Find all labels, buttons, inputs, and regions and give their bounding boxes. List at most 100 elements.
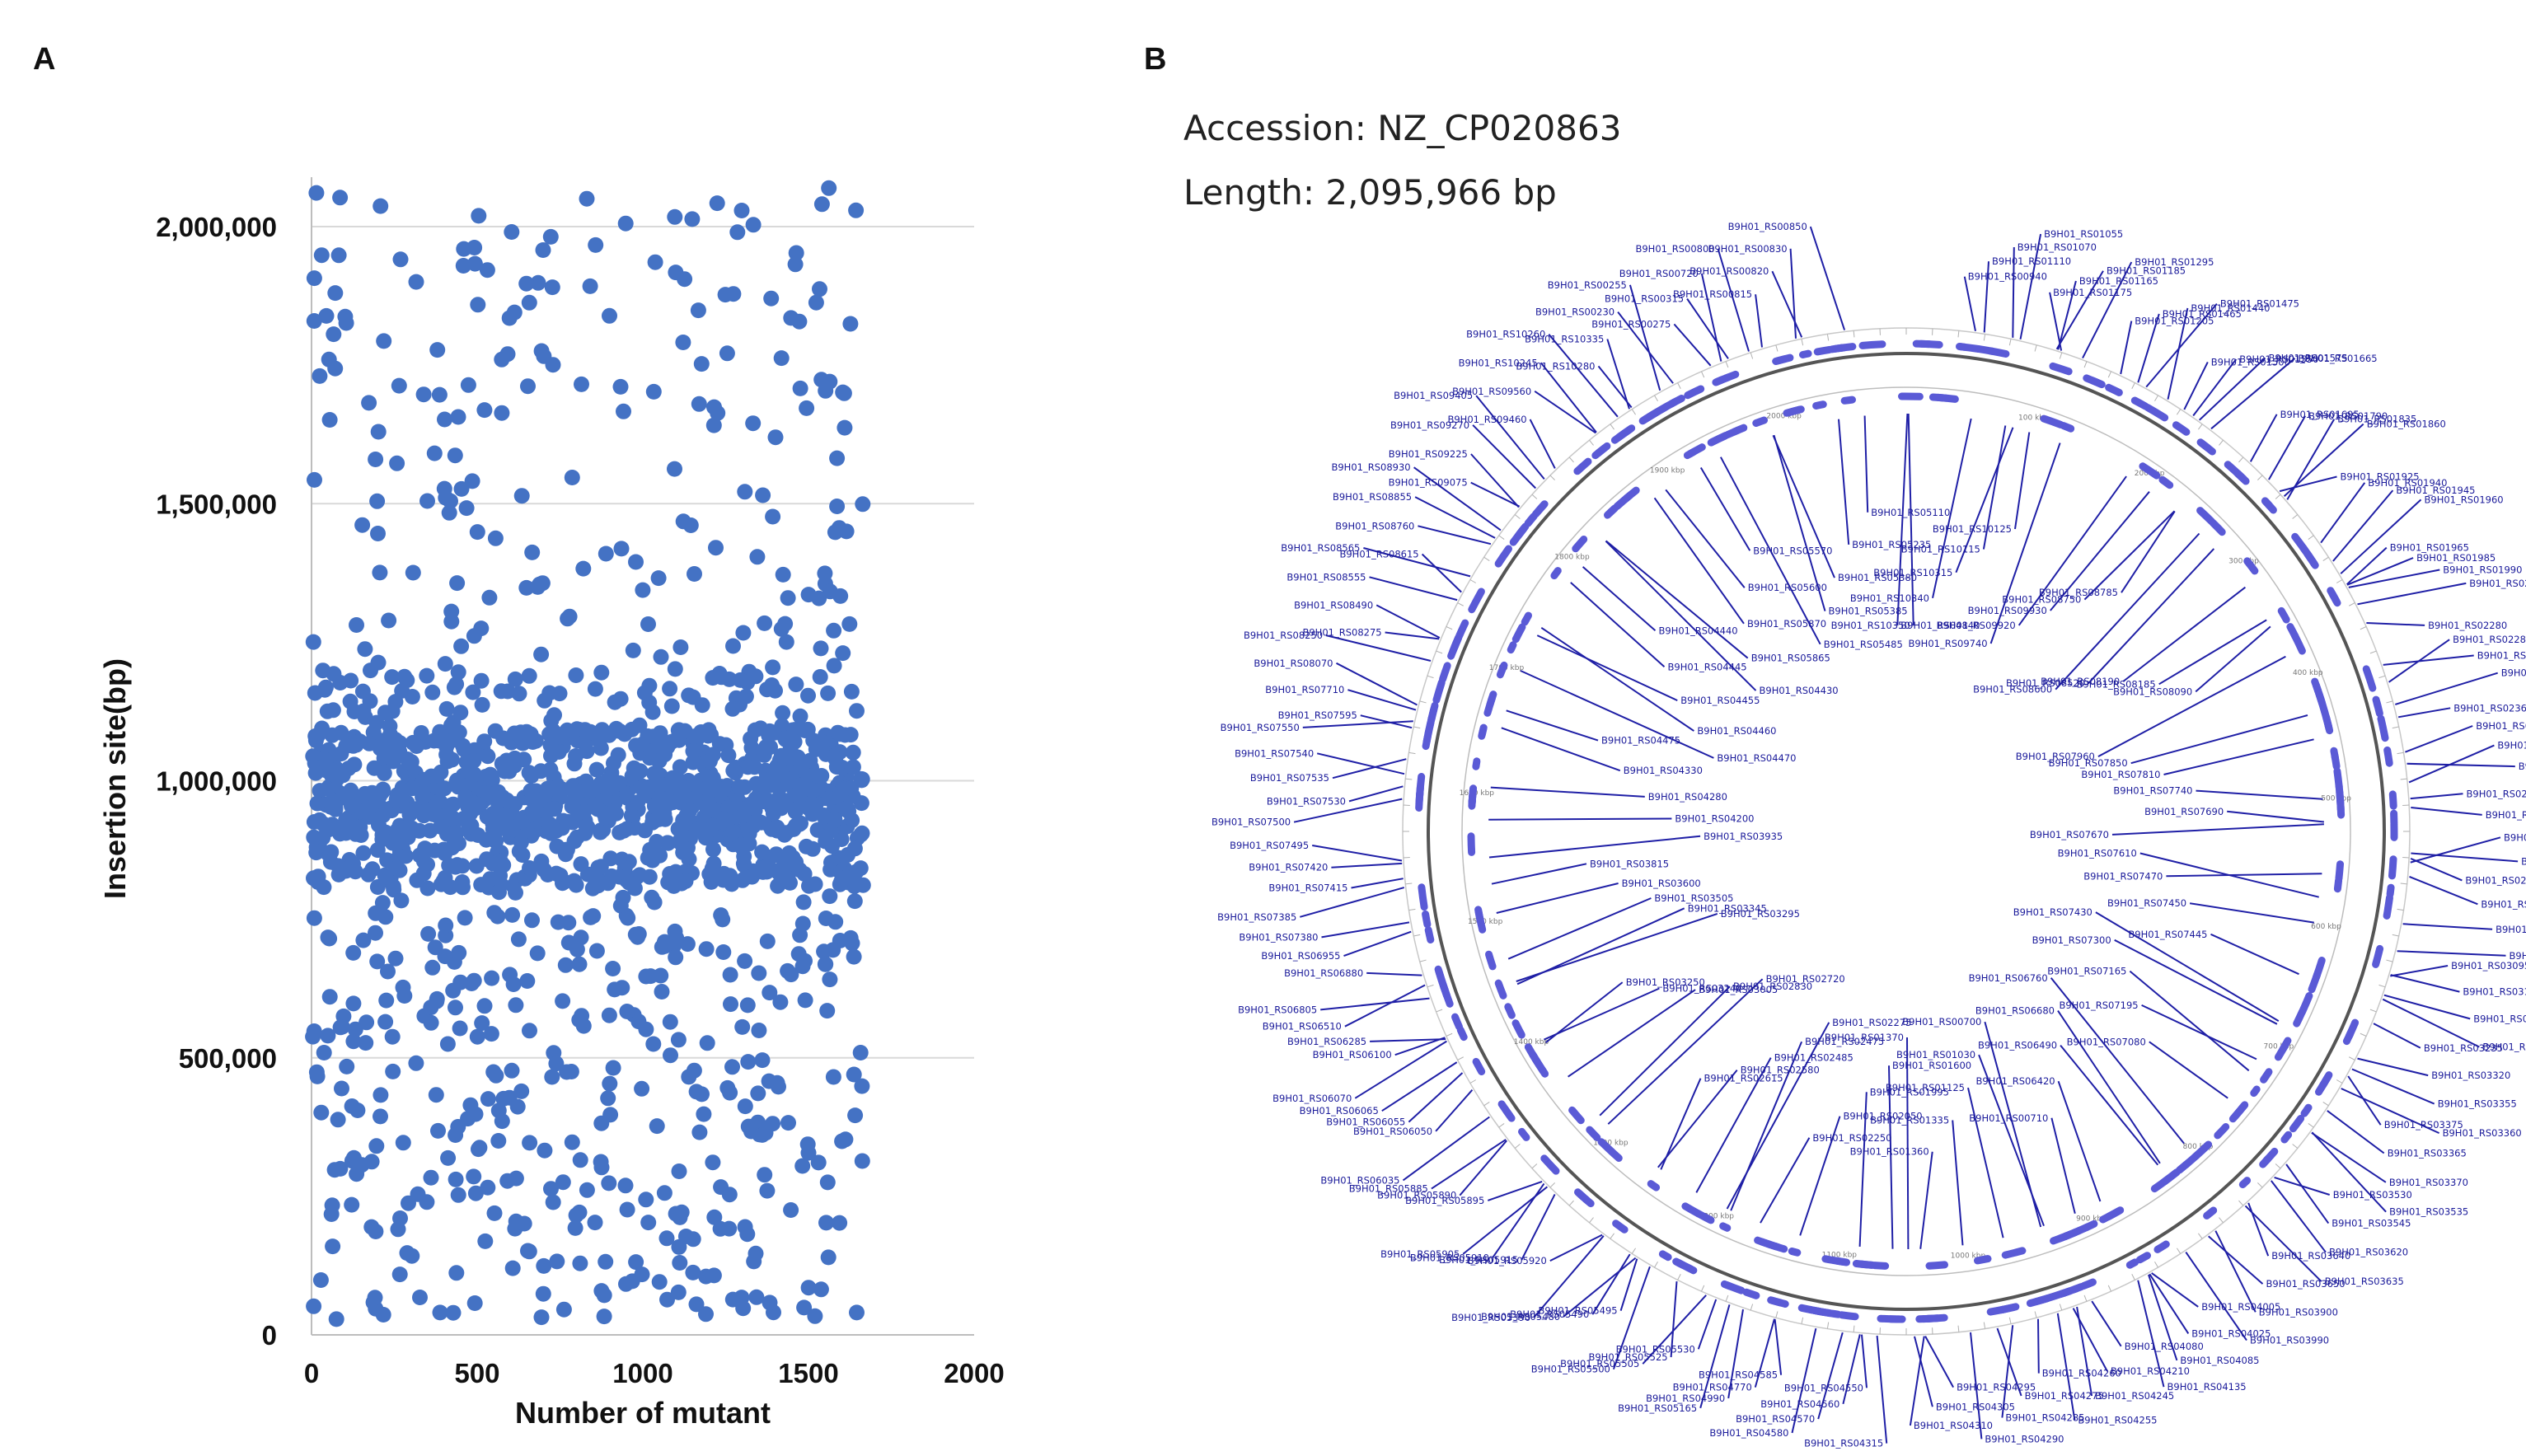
gene-label: B9H01_RS05500 <box>1531 1364 1610 1375</box>
scatter-point <box>533 853 550 869</box>
scatter-point <box>588 943 605 959</box>
gene-label: B9H01_RS02485 <box>1774 1052 1853 1064</box>
scatter-point <box>494 351 510 368</box>
leader-line <box>1906 1037 1910 1250</box>
gene-label: B9H01_RS03345 <box>1688 902 1767 914</box>
scatter-point <box>731 779 747 795</box>
leader-line <box>2196 789 2323 800</box>
gene-feature <box>2388 855 2397 880</box>
scatter-point <box>593 824 608 840</box>
scatter-point <box>777 616 794 632</box>
scatter-point <box>481 589 498 606</box>
scatter-point <box>345 1033 362 1050</box>
gene-label: B9H01_RS04085 <box>2180 1355 2259 1366</box>
gene-label: B9H01_RS05910 <box>1410 1252 1489 1264</box>
gene-feature <box>1610 425 1633 444</box>
gene-feature <box>2303 550 2318 568</box>
scatter-point <box>791 313 808 330</box>
scatter-point <box>471 208 487 224</box>
gene-label: B9H01_RS02050 <box>1844 1111 1923 1122</box>
gene-label: B9H01_RS08750 <box>2002 594 2081 606</box>
gene-feature <box>1416 773 1426 800</box>
scatter-point <box>470 297 486 313</box>
leader-line <box>1325 634 1432 662</box>
leader-line <box>1817 1332 1844 1420</box>
gene-label: B9H01_RS02990 <box>2496 924 2526 935</box>
scatter-point <box>536 1257 552 1274</box>
scatter-point <box>504 1260 521 1276</box>
leader-line <box>2055 532 2200 691</box>
leader-line <box>1347 689 1417 711</box>
leader-line <box>2012 246 2015 338</box>
scatter-point <box>743 740 760 756</box>
gene-features <box>1415 339 2398 1323</box>
scatter-point <box>822 971 838 988</box>
gene-feature <box>2026 1294 2051 1308</box>
scatter-point <box>330 247 347 264</box>
scatter-point <box>617 215 634 232</box>
gene-feature <box>2291 532 2309 555</box>
scatter-point <box>582 278 598 294</box>
scatter-point <box>640 616 656 632</box>
leader-line <box>2346 557 2414 586</box>
scatter-point <box>788 787 804 803</box>
scatter-point <box>569 805 586 821</box>
leader-line <box>2214 1230 2257 1313</box>
scatter-point <box>621 874 637 891</box>
gene-label: B9H01_RS06285 <box>1287 1036 1366 1047</box>
scatter-point <box>320 1028 336 1044</box>
ring-tick <box>2322 1101 2329 1107</box>
scatter-point <box>401 1195 416 1211</box>
ring-tick <box>2308 1123 2314 1128</box>
ring-tick <box>1457 1056 1464 1060</box>
scatter-point <box>812 669 828 685</box>
scatter-point <box>841 616 858 632</box>
gene-label: B9H01_RS02275 <box>1832 1017 1911 1028</box>
scatter-point <box>838 869 855 886</box>
scatter-point <box>458 500 475 517</box>
ring-tick <box>2369 650 2377 654</box>
leader-line <box>1695 1057 1772 1193</box>
ring-tick <box>2219 1217 2224 1224</box>
leader-line <box>1496 882 1619 914</box>
scatter-point <box>457 910 473 926</box>
leader-line <box>1540 362 1597 433</box>
scatter-point <box>578 773 594 789</box>
ring-tick <box>1413 934 1421 937</box>
scatter-point <box>702 822 719 838</box>
gene-feature <box>2089 377 2106 389</box>
leader-line <box>1490 786 1645 798</box>
gene-feature <box>1468 588 1485 614</box>
scatter-point <box>494 405 510 421</box>
scatter-point <box>826 622 842 639</box>
gene-feature <box>1768 1296 1784 1307</box>
scatter-point <box>533 646 550 662</box>
gene-label: B9H01_RS08855 <box>1333 491 1412 503</box>
gene-label: B9H01_RS04475 <box>1601 735 1680 747</box>
leader-line <box>1924 1336 1954 1388</box>
scatter-point <box>644 704 661 720</box>
leader-line <box>1955 427 2014 574</box>
ring-tick <box>2336 1079 2343 1084</box>
scatter-point <box>530 274 546 291</box>
gene-feature <box>1683 447 1698 460</box>
gene-feature <box>2061 1229 2077 1241</box>
scatter-point <box>507 750 523 766</box>
scatter-point <box>596 805 612 822</box>
scatter-point <box>593 1115 610 1131</box>
scatter-point <box>810 1154 827 1171</box>
ring-tick <box>1853 330 1855 338</box>
x-axis-title: Number of mutant <box>515 1396 771 1430</box>
gene-feature <box>1434 965 1448 990</box>
scatter-point <box>783 967 799 983</box>
scatter-point <box>392 1210 408 1226</box>
gene-feature <box>2040 414 2064 428</box>
scatter-point <box>705 670 721 686</box>
gene-label: B9H01_RS04445 <box>1668 661 1747 672</box>
ring-tick <box>1801 339 1804 346</box>
scatter-point <box>530 578 546 595</box>
ring-kbp-label: 1900 kbp <box>1650 467 1685 475</box>
scatter-point <box>716 812 733 828</box>
leader-line <box>2091 1300 2122 1347</box>
scatter-point <box>473 877 490 893</box>
